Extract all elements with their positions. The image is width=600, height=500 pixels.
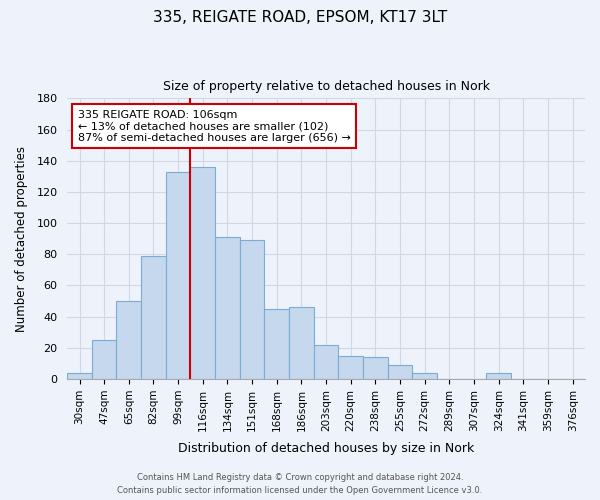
Title: Size of property relative to detached houses in Nork: Size of property relative to detached ho… (163, 80, 490, 93)
Bar (363, 357, 388, 379)
Bar (338, 356, 363, 379)
Bar (141, 256, 166, 379)
Bar (314, 344, 338, 379)
Bar (412, 373, 437, 379)
Bar (92, 340, 116, 379)
Text: Contains HM Land Registry data © Crown copyright and database right 2024.
Contai: Contains HM Land Registry data © Crown c… (118, 474, 482, 495)
Text: 335 REIGATE ROAD: 106sqm
← 13% of detached houses are smaller (102)
87% of semi-: 335 REIGATE ROAD: 106sqm ← 13% of detach… (77, 110, 350, 143)
Bar (487, 373, 511, 379)
Bar (289, 308, 314, 379)
X-axis label: Distribution of detached houses by size in Nork: Distribution of detached houses by size … (178, 442, 474, 455)
Bar (67, 373, 92, 379)
Bar (215, 237, 240, 379)
Bar (190, 167, 215, 379)
Bar (265, 309, 289, 379)
Text: 335, REIGATE ROAD, EPSOM, KT17 3LT: 335, REIGATE ROAD, EPSOM, KT17 3LT (153, 10, 447, 25)
Bar (166, 172, 190, 379)
Bar (388, 365, 412, 379)
Y-axis label: Number of detached properties: Number of detached properties (15, 146, 28, 332)
Bar (116, 301, 141, 379)
Bar (240, 240, 265, 379)
